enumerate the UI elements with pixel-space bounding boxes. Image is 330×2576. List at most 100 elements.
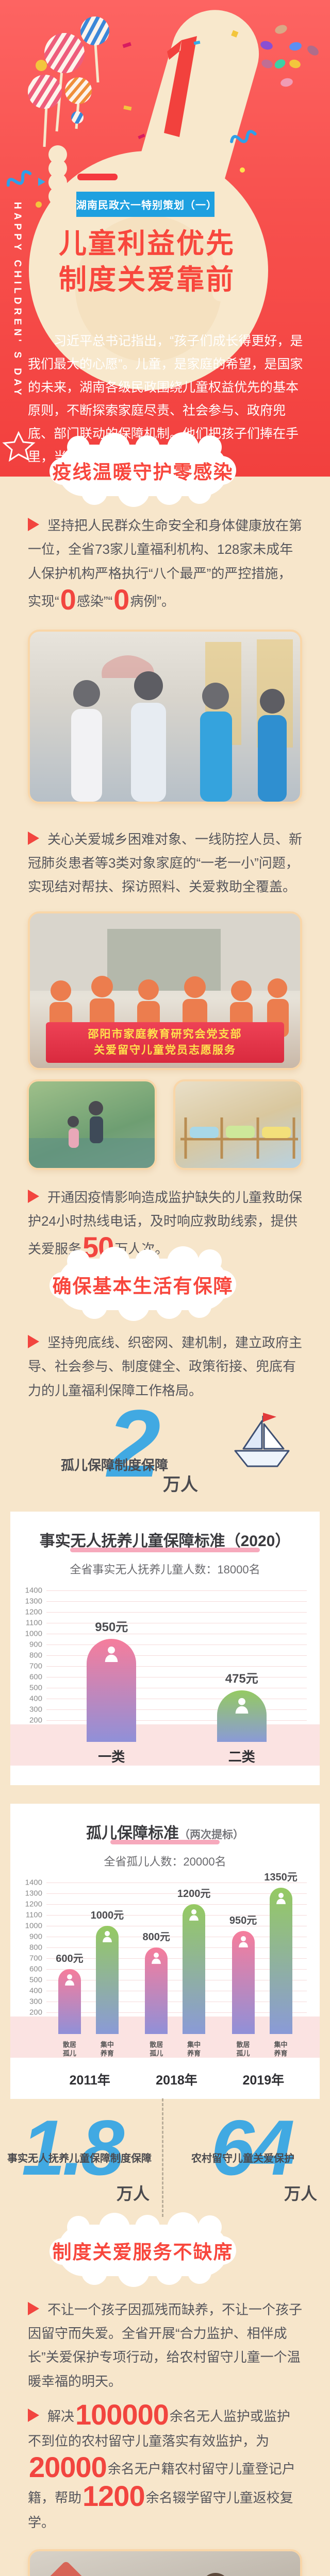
stat-label: 农村留守儿童关爱保护 [191,2153,294,2164]
bar-column: 950元 一类 [87,1617,137,1765]
cloud-bump [198,435,222,460]
photo-banner: 邵阳市家庭教育研究会党支部 关爱留守儿童党员志愿服务 [46,1022,284,1063]
dashed-divider [162,2098,163,2217]
axis-tick-label: 600 [29,1672,42,1682]
stat-value: 1.8 [22,2104,124,2192]
scallop-decor [48,145,229,301]
axis-tick-label: 700 [29,1662,42,1671]
bar-value-label: 1200元 [177,1888,211,1900]
home-visit-hint [45,2562,225,2576]
cloud-bump [99,432,130,464]
stat-defacto-children: 1.8 事实无人抚养儿童保障制度保障 万人 [0,2109,155,2207]
gridline [46,1947,307,1948]
confetti [36,30,245,208]
bar-value-label: 800元 [142,1931,170,1943]
bar [58,1969,81,2034]
cloud-bump [81,2259,107,2285]
cloud-bump [50,1272,76,1299]
volunteer-group-hint [30,913,300,1039]
cribs-hint [180,1117,298,1159]
axis-tick-label: 1200 [25,1607,42,1617]
star-decor [2,431,36,462]
axis-tick-label: 900 [29,1640,42,1649]
axis-tick-label: 700 [29,1954,42,1963]
paragraph-epidemic-3: 开通因疫情影响造成监护缺失的儿童救助保护24小时热线电话，及时响应救助线索，提供… [28,1189,303,1264]
cloud-bump [188,2260,211,2284]
series-label: 散居 孤儿 [236,2041,250,2057]
year-label: 2019年 [242,2073,285,2088]
title-underline [70,1547,260,1552]
cloud-bump [135,1249,160,1274]
gridline [46,1655,307,1656]
triangle-bullet-icon [28,2301,39,2315]
section-heading-basiclife: 确保基本生活有保障 [50,1246,236,1321]
bar-column: 1350元 集中 养育 [264,1869,298,2057]
stat-value: 64 [211,2104,295,2192]
chart-defacto-standard: 事实无人抚养儿童保障标准（2020） 全省事实无人抚养儿童人数：18000名 1… [10,1511,320,1785]
bar [183,1904,206,2034]
axis-bottom-band [10,1724,320,1766]
gridline [46,1904,307,1905]
cloud-bump [167,2212,199,2245]
stat-unit: 万人 [163,1475,198,1495]
cloud-bump [99,2212,130,2244]
axis-tick-label: 1300 [25,1889,42,1898]
bar-column: 800元 散居 孤儿 [142,1928,170,2057]
lollipop-candies [28,16,109,124]
cloud-bump [118,2255,150,2287]
chart-plot: 1400 1300 1200 1100 1000 900 800 700 600 500 400 30… [10,1872,320,2088]
stat-value: 2 [107,1390,161,1497]
bar-column: 475元 二类 [217,1668,267,1765]
paragraph-service-1: 不让一个孩子因孤残而缺养，不让一个孩子因留守而失爱。全省开展“合力监护、相伴成长… [28,2301,303,2389]
cloud-bump [198,2215,222,2240]
bars-area: 950元 一类 475元 二类 [46,1617,307,1765]
gridline [46,2012,307,2013]
bar [145,1947,168,2034]
photo-banner-line1: 邵阳市家庭教育研究会党支部 [88,1028,242,1040]
stat-unit: 万人 [284,2184,317,2203]
vertical-slogan: HAPPY CHILDREN' S DAY [12,202,23,399]
cloud-bump [118,474,150,507]
gridline [46,1969,307,1970]
chart-plot: 1400 1300 1200 1100 1000 900 800 700 600 500 400 30… [10,1586,320,1766]
triangle-bullet-icon [28,831,39,845]
cloud-bump [81,479,107,505]
stat-leftbehind-children: 64 农村留守儿童关爱保护 万人 [171,2109,325,2207]
cloud-bump [67,436,90,459]
bar [232,1931,255,2034]
cloud-bump [188,1294,211,1318]
axis-tick-label: 1100 [25,1618,42,1628]
gridline [46,1590,307,1591]
photo-volunteer-group: 邵阳市家庭教育研究会党支部 关爱留守儿童党员志愿服务 [28,911,302,1070]
cloud-bump [167,1246,199,1279]
axis-tick-label: 1400 [25,1586,42,1595]
child-icon [105,1647,118,1663]
ribbon-streamers [6,130,257,187]
chart-title: 孤儿保障标准（两次提标） [86,1824,244,1842]
cloud-bump [135,435,160,460]
gridline [46,1720,307,1721]
child-icon [235,1698,249,1714]
category-label: 二类 [228,1749,255,1765]
bar-value-label: 950元 [229,1915,257,1927]
series-banner: 湖南民政六一特别策划（一） [76,192,217,217]
people-silhouette-hint [71,639,293,802]
triangle-bullet-icon [28,518,39,531]
photo-home-visit [28,2549,302,2576]
axis-tick-label: 1100 [25,1910,42,1920]
paragraph-service-2: 解决100000余名无人监护或监护不到位的农村留守儿童落实有效监护，为20000… [28,2398,295,2531]
cloud-bump [118,1289,150,1321]
child-icon [65,1974,74,1986]
cloud-bump [67,2216,90,2239]
axis-tick-label: 500 [29,1975,42,1985]
cloud-bump [81,1293,107,1319]
cloud-bump [207,2235,236,2265]
axis-tick-label: 1000 [25,1921,42,1930]
bar-column: 600元 散居 孤儿 [56,1950,83,2057]
paper-boat-icon [234,1412,290,1467]
page-title: 儿童利益优先 制度关爱靠前 [18,226,276,298]
triangle-bullet-icon [28,2408,39,2422]
child-icon [276,1893,286,1905]
photo-officials-visit [28,629,302,804]
axis-tick-label: 200 [29,1716,42,1725]
